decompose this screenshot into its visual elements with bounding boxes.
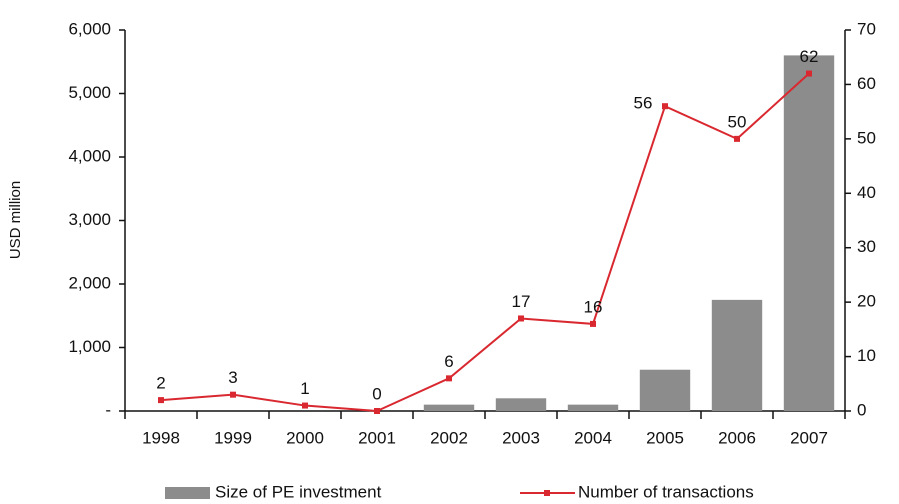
legend-label: Size of PE investment — [215, 482, 382, 501]
data-label: 62 — [800, 47, 819, 66]
legend-marker — [544, 490, 550, 496]
bar — [783, 55, 835, 412]
line-marker — [662, 103, 668, 110]
x-tick-label: 1999 — [214, 428, 252, 447]
x-tick-label: 2003 — [502, 428, 540, 447]
y-tick-label: 6,000 — [68, 19, 111, 38]
bar — [711, 299, 763, 411]
y-tick-label: 5,000 — [68, 83, 111, 102]
y2-tick-label: 0 — [857, 400, 866, 419]
y-axis-label: USD million — [7, 181, 24, 259]
line-marker — [230, 391, 236, 398]
data-label: 0 — [372, 384, 381, 403]
x-tick-label: 2006 — [718, 428, 756, 447]
data-label: 6 — [444, 352, 453, 371]
x-tick-label: 2005 — [646, 428, 684, 447]
line-marker — [158, 397, 164, 404]
legend-label: Number of transactions — [578, 482, 754, 501]
y2-tick-label: 10 — [857, 346, 876, 365]
line — [160, 72, 810, 413]
y-tick-label: 3,000 — [68, 210, 111, 229]
bar — [567, 404, 619, 411]
data-label: 16 — [584, 297, 603, 316]
bar — [639, 369, 691, 411]
line-marker — [446, 375, 452, 382]
bar — [423, 404, 475, 411]
line-marker — [302, 402, 308, 409]
y-tick-label: 2,000 — [68, 273, 111, 292]
y2-tick-label: 30 — [857, 237, 876, 256]
y-tick-label: - — [105, 400, 111, 419]
data-label: 2 — [156, 374, 165, 393]
x-tick-label: 2000 — [286, 428, 324, 447]
legend-swatch — [165, 487, 210, 499]
data-label: 1 — [300, 379, 309, 398]
bar — [495, 398, 547, 411]
y2-tick-label: 70 — [857, 19, 876, 38]
y2-tick-label: 40 — [857, 183, 876, 202]
x-tick-label: 2007 — [790, 428, 828, 447]
y2-tick-label: 60 — [857, 74, 876, 93]
data-label: 17 — [512, 292, 531, 311]
line-marker — [734, 135, 740, 142]
y-tick-label: 1,000 — [68, 337, 111, 356]
line-marker — [518, 315, 524, 322]
y2-tick-label: 20 — [857, 292, 876, 311]
y2-tick-label: 50 — [857, 128, 876, 147]
data-label: 3 — [228, 368, 237, 387]
data-label: 56 — [634, 94, 653, 113]
data-label: 50 — [728, 112, 747, 131]
x-tick-label: 2004 — [574, 428, 612, 447]
x-tick-label: 2001 — [358, 428, 396, 447]
y-tick-label: 4,000 — [68, 146, 111, 165]
line-marker — [590, 320, 596, 327]
x-tick-label: 2002 — [430, 428, 468, 447]
x-tick-label: 1998 — [142, 428, 180, 447]
line-marker — [374, 408, 380, 414]
line-marker — [806, 70, 812, 77]
